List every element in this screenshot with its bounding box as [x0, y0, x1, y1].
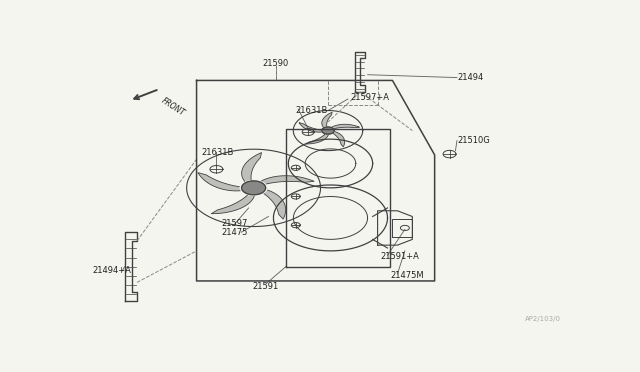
- Polygon shape: [262, 176, 314, 184]
- Text: 21597: 21597: [221, 219, 248, 228]
- Text: 21475: 21475: [221, 228, 248, 237]
- Text: AP2/103/0: AP2/103/0: [525, 317, 561, 323]
- Text: 21494+A: 21494+A: [92, 266, 131, 275]
- Polygon shape: [299, 123, 321, 132]
- Text: 21475M: 21475M: [390, 271, 424, 280]
- Polygon shape: [241, 181, 266, 195]
- Text: 21591: 21591: [253, 282, 279, 291]
- Text: FRONT: FRONT: [159, 96, 186, 118]
- Text: 21494: 21494: [457, 73, 483, 82]
- Polygon shape: [242, 153, 262, 181]
- Polygon shape: [264, 190, 285, 219]
- Text: 21631B: 21631B: [202, 148, 234, 157]
- Polygon shape: [211, 195, 254, 214]
- Polygon shape: [306, 134, 328, 144]
- Text: 21631B: 21631B: [296, 106, 328, 115]
- Text: 21591+A: 21591+A: [380, 252, 419, 261]
- Text: 21597+A: 21597+A: [350, 93, 389, 102]
- Polygon shape: [332, 124, 360, 129]
- Polygon shape: [322, 127, 334, 134]
- Polygon shape: [322, 112, 332, 127]
- Polygon shape: [198, 173, 240, 191]
- Polygon shape: [333, 132, 344, 147]
- Text: 21510G: 21510G: [457, 136, 490, 145]
- Text: 21590: 21590: [263, 59, 289, 68]
